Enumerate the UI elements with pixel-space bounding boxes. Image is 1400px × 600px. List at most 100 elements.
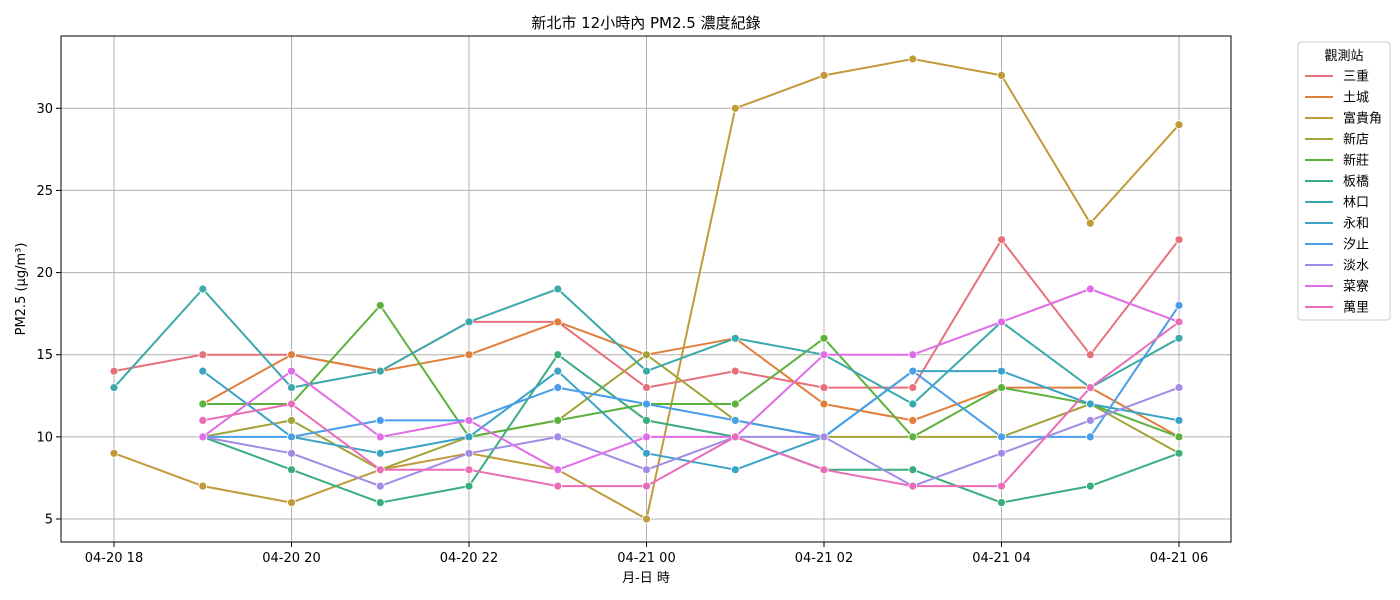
data-point xyxy=(1174,235,1184,245)
data-point xyxy=(553,415,563,425)
data-point xyxy=(1174,317,1184,327)
y-tick-label: 25 xyxy=(36,184,53,199)
data-point xyxy=(1174,333,1184,343)
data-point xyxy=(287,366,296,376)
data-point xyxy=(730,465,740,475)
legend-label: 板橋 xyxy=(1343,175,1369,190)
data-point xyxy=(908,54,918,64)
data-point xyxy=(997,481,1006,491)
x-tick-label: 04-20 18 xyxy=(85,551,143,566)
data-point xyxy=(464,465,474,475)
data-point xyxy=(464,432,474,442)
data-point xyxy=(908,399,918,409)
data-point xyxy=(198,366,208,376)
series-line xyxy=(202,386,1180,488)
legend-label: 新店 xyxy=(1343,132,1369,148)
data-point xyxy=(553,284,563,294)
data-point xyxy=(997,498,1006,508)
data-point xyxy=(642,383,651,393)
data-point xyxy=(642,481,651,491)
data-point xyxy=(997,432,1006,442)
data-point xyxy=(464,350,474,360)
data-point xyxy=(287,498,296,508)
data-point xyxy=(287,399,296,409)
legend-label: 新莊 xyxy=(1343,153,1369,169)
data-point xyxy=(464,317,474,327)
data-point xyxy=(819,71,829,80)
legend-label: 林口 xyxy=(1343,196,1369,211)
data-point xyxy=(642,366,651,376)
legend-label: 永和 xyxy=(1343,217,1369,232)
x-axis: 04-20 18 04-20 20 04-20 22 04-21 00 04-21 02… xyxy=(85,542,1208,566)
data-point xyxy=(1174,448,1184,458)
data-point xyxy=(375,465,385,475)
data-point xyxy=(287,432,296,442)
data-point xyxy=(908,465,918,475)
legend-label: 三重 xyxy=(1343,69,1369,85)
data-point xyxy=(642,465,651,475)
data-point xyxy=(287,383,296,393)
data-point xyxy=(553,317,563,327)
y-axis: 5 10 15 20 25 30 xyxy=(36,102,61,528)
data-point xyxy=(198,481,208,491)
data-point xyxy=(1085,399,1095,409)
data-point xyxy=(1174,415,1184,425)
data-point xyxy=(1085,415,1095,425)
data-point xyxy=(375,366,385,376)
data-point xyxy=(642,514,651,524)
data-point xyxy=(997,383,1006,393)
data-point xyxy=(642,350,651,360)
legend-title: 觀測站 xyxy=(1324,49,1363,64)
chart-title: 新北市 12小時內 PM2.5 濃度紀錄 xyxy=(531,14,760,32)
series-line xyxy=(202,353,1180,504)
data-point xyxy=(1085,432,1095,442)
data-point xyxy=(730,399,740,409)
data-point xyxy=(375,448,385,458)
data-point xyxy=(464,448,474,458)
data-point xyxy=(997,448,1006,458)
data-point xyxy=(198,432,208,442)
x-tick-label: 04-21 06 xyxy=(1150,551,1208,566)
data-point xyxy=(198,399,208,409)
data-point xyxy=(553,383,563,393)
data-point xyxy=(642,399,651,409)
data-point xyxy=(375,481,385,491)
series-汐止 xyxy=(198,300,1184,442)
data-point xyxy=(198,415,208,425)
data-point xyxy=(997,235,1006,245)
y-tick-label: 10 xyxy=(36,430,53,445)
data-point xyxy=(109,383,119,393)
x-tick-label: 04-20 20 xyxy=(262,551,320,566)
data-point xyxy=(287,465,296,475)
data-point xyxy=(553,432,563,442)
data-point xyxy=(1174,383,1184,393)
data-point xyxy=(287,448,296,458)
series-永和 xyxy=(198,366,1184,475)
data-point xyxy=(109,448,119,458)
series-line xyxy=(202,304,1180,438)
y-tick-label: 15 xyxy=(36,348,53,363)
data-point xyxy=(1174,300,1184,310)
data-point xyxy=(819,399,829,409)
data-point xyxy=(730,432,740,442)
legend-label: 淡水 xyxy=(1343,259,1369,274)
data-point xyxy=(819,333,829,343)
data-point xyxy=(730,415,740,425)
data-point xyxy=(287,350,296,360)
data-point xyxy=(908,350,918,360)
y-tick-label: 5 xyxy=(45,513,53,528)
data-point xyxy=(375,432,385,442)
data-point xyxy=(730,103,740,113)
data-point xyxy=(642,448,651,458)
y-tick-label: 30 xyxy=(36,102,53,117)
legend-label: 富貴角 xyxy=(1343,111,1382,127)
data-point xyxy=(819,432,829,442)
data-point xyxy=(198,284,208,294)
data-point xyxy=(908,383,918,393)
legend-label: 土城 xyxy=(1343,91,1369,106)
data-point xyxy=(109,366,119,376)
series-line xyxy=(202,288,1180,471)
